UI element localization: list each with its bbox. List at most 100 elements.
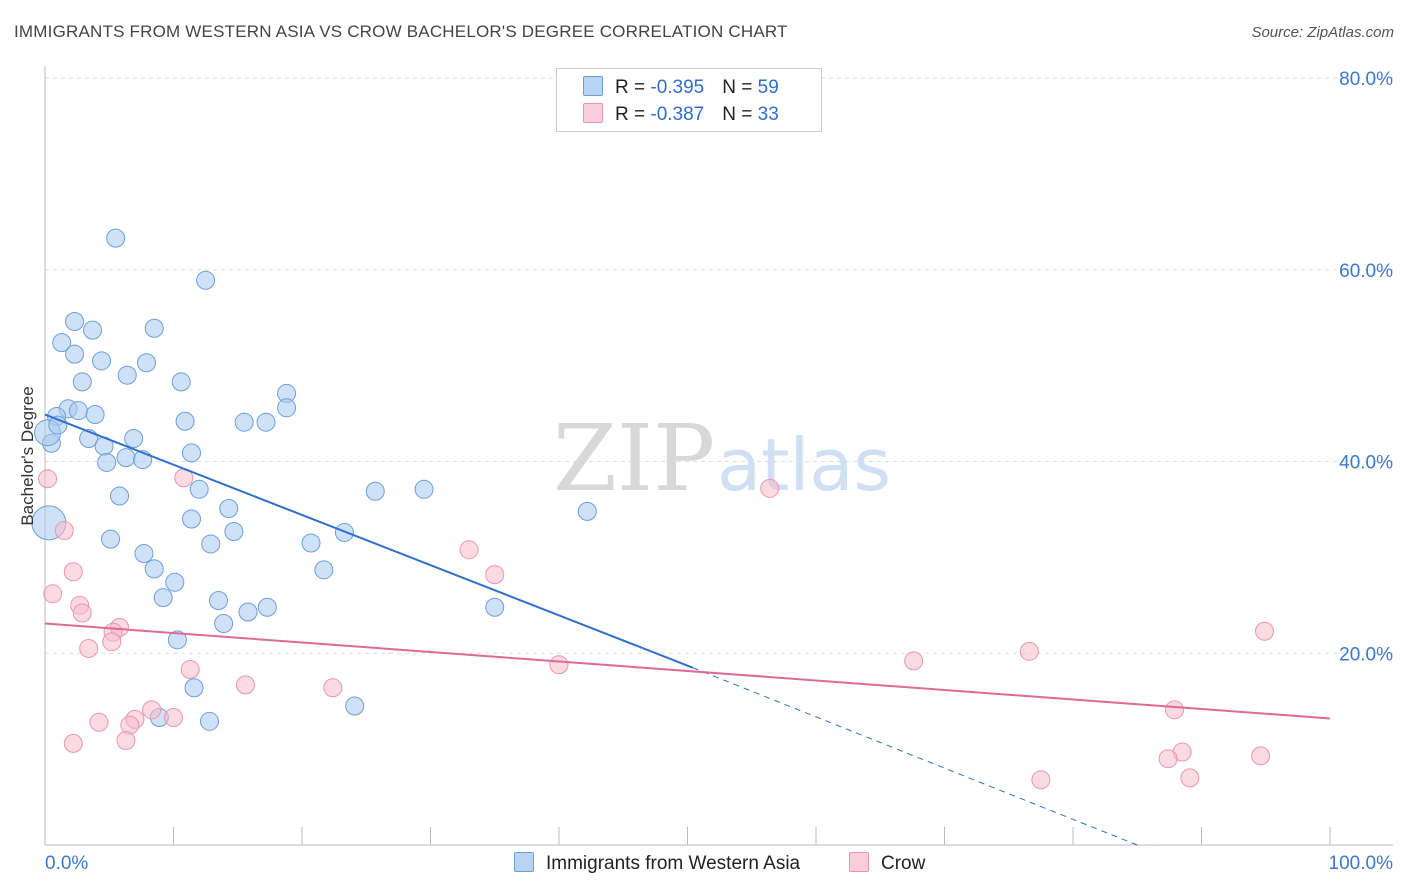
blue-point bbox=[314, 560, 334, 580]
pink-trend-line bbox=[44, 622, 1331, 720]
pink-point bbox=[235, 675, 255, 695]
blue-point bbox=[144, 318, 164, 338]
pink-point bbox=[89, 712, 109, 732]
pink-point bbox=[180, 660, 200, 680]
watermark-atlas: atlas bbox=[717, 423, 891, 507]
pink-point bbox=[323, 678, 343, 698]
blue-point bbox=[485, 597, 505, 617]
blue-point bbox=[224, 521, 244, 541]
blue-trend-line bbox=[44, 413, 694, 669]
pink-point bbox=[1254, 621, 1274, 641]
pink-point bbox=[72, 603, 92, 623]
blue-point bbox=[65, 344, 85, 364]
blue-point bbox=[144, 559, 164, 579]
blue-point bbox=[52, 333, 72, 353]
blue-point bbox=[414, 479, 434, 499]
bottom-legend-swatch-pink bbox=[849, 852, 869, 872]
blue-point bbox=[85, 405, 105, 425]
blue-point bbox=[256, 412, 276, 432]
blue-point bbox=[234, 412, 254, 432]
blue-point bbox=[110, 486, 130, 506]
pink-point bbox=[54, 521, 74, 541]
blue-point bbox=[153, 588, 173, 608]
blue-point bbox=[345, 696, 365, 716]
pink-point bbox=[1019, 641, 1039, 661]
blue-point bbox=[184, 678, 204, 698]
blue-point bbox=[301, 533, 321, 553]
pink-point bbox=[43, 584, 63, 604]
bottom-legend-swatch-blue bbox=[514, 852, 534, 872]
pink-point bbox=[904, 651, 924, 671]
legend-n-label: N = bbox=[722, 104, 758, 125]
pink-point bbox=[164, 707, 183, 727]
pink-point bbox=[102, 632, 122, 652]
blue-point bbox=[181, 443, 201, 463]
legend-r-value: -0.395 bbox=[650, 77, 705, 98]
legend-n-value: 59 bbox=[757, 77, 779, 98]
legend-swatch-blue bbox=[583, 76, 603, 96]
legend-swatch-pink bbox=[583, 103, 603, 123]
legend-n-label: N = bbox=[722, 77, 758, 98]
x-tick-label: 100.0% bbox=[1329, 853, 1394, 874]
blue-point bbox=[92, 351, 112, 371]
blue-point bbox=[165, 572, 185, 592]
bottom-legend-pink: Crow bbox=[849, 852, 925, 875]
blue-point bbox=[238, 602, 258, 622]
y-tick-label: 80.0% bbox=[1339, 69, 1393, 90]
blue-point bbox=[257, 597, 277, 617]
blue-point bbox=[199, 711, 219, 731]
bottom-legend-blue: Immigrants from Western Asia bbox=[514, 852, 800, 875]
pink-point bbox=[38, 469, 58, 489]
pink-point bbox=[79, 638, 99, 658]
pink-point bbox=[459, 540, 479, 560]
legend-row-pink: R = -0.387 N = 33 bbox=[583, 103, 779, 126]
blue-point bbox=[167, 630, 187, 650]
blue-point bbox=[116, 448, 136, 468]
blue-point bbox=[106, 228, 126, 248]
tick-label-layer: 20.0% 40.0% 60.0% 80.0% 0.0% 100.0% bbox=[45, 69, 1393, 874]
pink-point bbox=[1031, 770, 1051, 790]
blue-point bbox=[201, 534, 221, 554]
legend-box: R = -0.395 N = 59 R = -0.387 N = 33 bbox=[556, 68, 822, 132]
pink-point bbox=[116, 730, 136, 750]
x-tick-label: 0.0% bbox=[45, 853, 88, 874]
pink-point bbox=[142, 700, 162, 720]
y-tick-label: 20.0% bbox=[1339, 644, 1393, 665]
blue-point bbox=[181, 509, 201, 529]
legend-r-label: R = bbox=[615, 104, 651, 125]
pink-point bbox=[549, 655, 569, 675]
blue-point bbox=[83, 320, 103, 340]
legend-row-blue: R = -0.395 N = 59 bbox=[583, 76, 779, 99]
blue-point bbox=[124, 428, 144, 448]
blue-point bbox=[68, 401, 88, 421]
pink-point bbox=[63, 562, 83, 582]
blue-point bbox=[134, 544, 154, 564]
pink-point bbox=[1165, 700, 1185, 720]
axis-layer bbox=[44, 66, 1393, 846]
legend-n-value: 33 bbox=[757, 104, 779, 125]
blue-point bbox=[219, 498, 239, 518]
y-tick-label: 60.0% bbox=[1339, 261, 1393, 282]
pink-point bbox=[485, 565, 505, 585]
source-label: Source: ZipAtlas.com bbox=[1251, 24, 1394, 41]
pink-point bbox=[760, 478, 780, 498]
blue-point bbox=[577, 501, 597, 521]
legend-r-value: -0.387 bbox=[650, 104, 705, 125]
blue-point bbox=[101, 529, 121, 549]
blue-point bbox=[175, 411, 195, 431]
blue-point bbox=[97, 452, 117, 472]
series-name-blue: Immigrants from Western Asia bbox=[546, 853, 801, 874]
pink-point bbox=[1158, 749, 1178, 769]
chart-title: IMMIGRANTS FROM WESTERN ASIA VS CROW BAC… bbox=[14, 22, 788, 41]
grid-layer bbox=[45, 77, 1393, 654]
series-name-pink: Crow bbox=[881, 853, 926, 874]
blue-point bbox=[189, 479, 209, 499]
blue-point bbox=[65, 312, 85, 332]
blue-point bbox=[365, 481, 385, 501]
blue-point bbox=[277, 398, 297, 418]
points-layer bbox=[31, 228, 1274, 790]
blue-point bbox=[117, 365, 137, 385]
blue-point bbox=[72, 372, 92, 392]
trend-layer bbox=[44, 413, 1331, 846]
